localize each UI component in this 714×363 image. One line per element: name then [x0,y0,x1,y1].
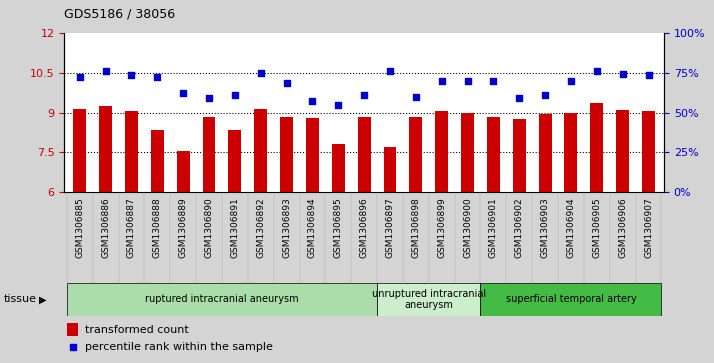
Bar [481,283,661,316]
Bar [590,103,603,192]
Point [513,95,525,101]
Bar [461,113,474,192]
Point [565,78,577,83]
Point [151,74,163,79]
Bar [377,283,481,316]
Text: GSM1306894: GSM1306894 [308,197,317,258]
Point [358,92,370,98]
Point [333,102,344,107]
Point [255,70,266,76]
Text: GSM1306903: GSM1306903 [540,197,550,258]
Text: GSM1306892: GSM1306892 [256,197,265,258]
Text: GSM1306901: GSM1306901 [489,197,498,258]
Point [488,78,499,83]
Text: GSM1306888: GSM1306888 [153,197,162,258]
Point [229,92,241,98]
Text: GSM1306890: GSM1306890 [204,197,213,258]
Text: superficial temporal artery: superficial temporal artery [506,294,636,305]
Point [643,72,654,78]
Bar [332,144,345,192]
Bar [203,117,216,192]
Bar [74,109,86,192]
Text: percentile rank within the sample: percentile rank within the sample [85,342,273,352]
Point [126,72,137,78]
Text: GSM1306905: GSM1306905 [593,197,601,258]
Bar [487,117,500,192]
Bar [616,110,629,192]
Text: unruptured intracranial
aneurysm: unruptured intracranial aneurysm [372,289,486,310]
Text: ruptured intracranial aneurysm: ruptured intracranial aneurysm [145,294,298,305]
Bar [67,323,78,336]
Text: GSM1306887: GSM1306887 [127,197,136,258]
Text: GSM1306896: GSM1306896 [360,197,368,258]
Bar [67,283,377,316]
Bar [151,130,164,192]
Text: GSM1306897: GSM1306897 [386,197,395,258]
Bar [358,117,371,192]
Text: GSM1306895: GSM1306895 [333,197,343,258]
Point [436,78,448,83]
Bar [306,118,319,192]
Point [462,78,473,83]
Bar [280,117,293,192]
Point [617,71,628,77]
Text: GSM1306906: GSM1306906 [618,197,627,258]
Point [74,74,86,79]
Bar [99,106,112,192]
Text: GSM1306902: GSM1306902 [515,197,524,258]
Point [203,95,215,101]
Bar [642,111,655,192]
Text: GSM1306893: GSM1306893 [282,197,291,258]
Point [178,90,189,95]
Point [410,94,421,99]
Text: GSM1306886: GSM1306886 [101,197,110,258]
Point [307,98,318,103]
Text: GSM1306907: GSM1306907 [644,197,653,258]
Bar [228,130,241,192]
Bar [383,147,396,192]
Text: GSM1306900: GSM1306900 [463,197,472,258]
Point [591,68,603,74]
Bar [176,151,190,192]
Text: transformed count: transformed count [85,325,189,335]
Text: GSM1306889: GSM1306889 [178,197,188,258]
Bar [409,117,422,192]
Text: GSM1306898: GSM1306898 [411,197,421,258]
Bar [513,119,526,192]
Point [100,68,111,74]
Point [281,80,292,86]
Text: GSM1306891: GSM1306891 [231,197,239,258]
Bar [565,113,578,192]
Point [67,344,79,350]
Point [384,68,396,74]
Bar [125,111,138,192]
Bar [436,111,448,192]
Text: GSM1306904: GSM1306904 [566,197,575,258]
Text: ▶: ▶ [39,294,47,305]
Bar [254,109,267,192]
Text: tissue: tissue [4,294,36,305]
Bar [538,114,551,192]
Point [539,92,550,98]
Text: GSM1306899: GSM1306899 [437,197,446,258]
Text: GDS5186 / 38056: GDS5186 / 38056 [64,7,176,20]
Text: GSM1306885: GSM1306885 [75,197,84,258]
